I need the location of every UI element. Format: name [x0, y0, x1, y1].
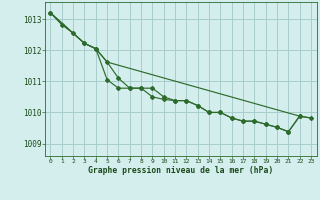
X-axis label: Graphe pression niveau de la mer (hPa): Graphe pression niveau de la mer (hPa): [88, 166, 273, 175]
